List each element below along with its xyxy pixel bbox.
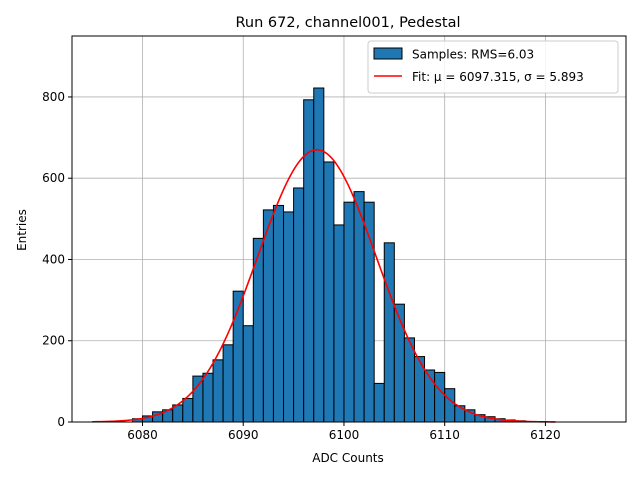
histogram-bar — [192, 375, 204, 423]
histogram-bar — [272, 204, 285, 423]
y-tick-label: 200 — [42, 334, 65, 348]
histogram-bar — [182, 397, 194, 423]
x-tick-label: 6090 — [228, 428, 259, 442]
y-tick-label: 400 — [42, 252, 65, 266]
legend: Samples: RMS=6.03 Fit: μ = 6097.315, σ =… — [367, 40, 619, 94]
y-tick-label: 600 — [42, 171, 65, 185]
y-tick-label: 800 — [42, 90, 65, 104]
y-tick-label: 0 — [57, 415, 65, 429]
histogram-bar — [444, 388, 456, 423]
histogram-bar — [313, 87, 325, 423]
histogram-bar — [393, 303, 405, 423]
histogram-bar — [333, 224, 345, 423]
x-tick-label: 6110 — [429, 428, 460, 442]
plot-frame — [71, 35, 627, 423]
histogram-bar — [303, 99, 315, 423]
x-tick-label: 6080 — [127, 428, 158, 442]
legend-entry-fit: Fit: μ = 6097.315, σ = 5.893 — [412, 70, 584, 84]
histogram-bar — [353, 191, 365, 423]
histogram-bar — [242, 325, 254, 423]
histogram-bar — [202, 372, 214, 423]
chart-title: Run 672, channel001, Pedestal — [235, 15, 460, 31]
histogram-bar — [323, 161, 335, 423]
histogram-bar — [403, 337, 415, 423]
histogram-bar — [343, 201, 355, 423]
x-tick-label: 6100 — [329, 428, 360, 442]
histogram-bar — [434, 371, 446, 423]
fit-curve — [92, 148, 556, 423]
histogram-bar — [212, 359, 224, 423]
legend-entry-histogram: Samples: RMS=6.03 — [412, 48, 534, 62]
x-tick-label: 6120 — [530, 428, 561, 442]
histogram-bar — [222, 344, 234, 423]
histogram-bars — [131, 87, 526, 423]
histogram-bar — [383, 242, 395, 423]
y-axis-ticks: 0 200 400 600 800 — [42, 90, 72, 429]
x-axis-label: ADC Counts — [312, 451, 384, 465]
legend-box — [367, 40, 619, 94]
y-axis-label: Entries — [15, 209, 29, 251]
x-axis-ticks: 6080 6090 6100 6110 6120 — [127, 422, 561, 442]
histogram-bar — [262, 209, 274, 423]
histogram-bar — [373, 382, 385, 423]
legend-swatch-histogram — [373, 47, 403, 60]
histogram-bar — [293, 187, 305, 423]
histogram-bar — [283, 211, 295, 423]
